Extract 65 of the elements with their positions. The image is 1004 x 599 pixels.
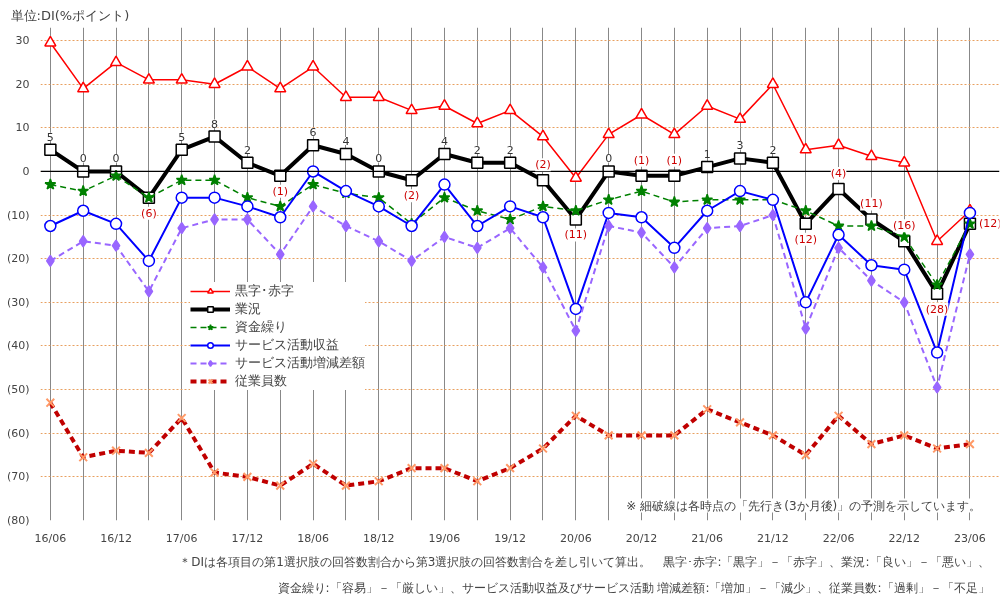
annotation: ※ 細破線は各時点の「先行き(3か月後)」の予測を示しています。 [626, 498, 982, 513]
y-tick-label: (60) [6, 426, 30, 440]
legend-label: 黒字･赤字 [235, 282, 294, 300]
x-tick-label: 23/06 [954, 531, 986, 545]
y-tick-label: 10 [15, 121, 30, 135]
y-tick-label: (70) [6, 470, 30, 484]
x-tick-label: 20/06 [559, 531, 592, 545]
legend-label: サービス活動収益 [235, 336, 339, 354]
x-tick-label: 22/06 [822, 531, 855, 545]
x-tick-label: 17/12 [231, 531, 264, 545]
data-label: 2 [769, 143, 777, 157]
y-tick-label: (80) [6, 514, 30, 527]
x-tick-label: 16/12 [100, 531, 132, 545]
data-label: 1 [703, 148, 711, 162]
data-label: 2 [506, 143, 514, 157]
data-label: (11) [564, 228, 588, 242]
data-label: 8 [211, 117, 219, 131]
data-label: 0 [375, 152, 383, 166]
data-label: 0 [112, 152, 120, 166]
data-label: 0 [79, 152, 87, 166]
y-tick-label: 30 [15, 34, 30, 48]
x-tick-label: 20/12 [625, 531, 658, 545]
y-tick-label: (40) [6, 339, 30, 353]
y-tick-label: 0 [22, 164, 30, 178]
text: ＊DIは各項目の第1選択肢の回答数割合から第3選択肢の回答数割合を差し引いて算出。 黒字･赤字:「黒字」－「赤字」、業況:「良い」－「悪い」、 [179, 554, 990, 569]
data-label: (28) [925, 302, 949, 316]
data-label: (2) [535, 158, 551, 172]
x-tick-label: 21/12 [757, 531, 789, 545]
data-label: (4) [830, 166, 847, 180]
y-tick-label: (30) [6, 295, 30, 309]
y-tick-label: 20 [15, 77, 30, 91]
data-label: 4 [342, 135, 350, 149]
data-label: (2) [403, 189, 420, 203]
x-tick-label: 19/12 [494, 531, 526, 545]
legend-label: サービス活動増減差額 [235, 354, 365, 372]
data-label: (12) [794, 232, 818, 246]
data-label: 0 [605, 152, 613, 166]
data-label: 6 [309, 126, 317, 140]
x-tick-label: 18/12 [362, 531, 395, 545]
legend-label: 従業員数 [235, 372, 287, 390]
data-label: (6) [141, 206, 157, 220]
data-label: 2 [473, 143, 481, 157]
data-label: 5 [178, 130, 186, 144]
text: 資金繰り:「容易」－「厳しい」、サービス活動収益及びサービス活動 増減差額:「増加」－「減少」、従業員数:「過剰」－「不足」 [277, 580, 990, 595]
x-tick-label: 17/06 [165, 531, 198, 545]
x-tick-label: 19/06 [428, 531, 461, 545]
y-tick-label: (20) [6, 252, 30, 266]
data-label: (16) [892, 219, 916, 233]
x-tick-label: 16/06 [34, 531, 67, 545]
x-tick-label: 18/06 [297, 531, 329, 545]
data-label: (1) [633, 153, 650, 167]
data-label: 3 [736, 139, 744, 153]
data-label: (1) [272, 184, 289, 198]
x-tick-label: 21/06 [691, 531, 724, 545]
legend-label: 資金繰り [235, 318, 287, 336]
data-label: 4 [440, 135, 448, 149]
data-label: (1) [666, 153, 683, 167]
data-label: (11) [860, 197, 883, 211]
y-tick-label: (50) [6, 383, 30, 397]
x-tick-label: 22/12 [888, 531, 921, 545]
y-axis-title: 単位:DI(%ポイント) [10, 7, 130, 23]
data-label: 2 [243, 143, 251, 157]
data-label: 5 [46, 130, 54, 144]
y-tick-label: (10) [6, 208, 30, 222]
legend-label: 業況 [235, 300, 261, 318]
